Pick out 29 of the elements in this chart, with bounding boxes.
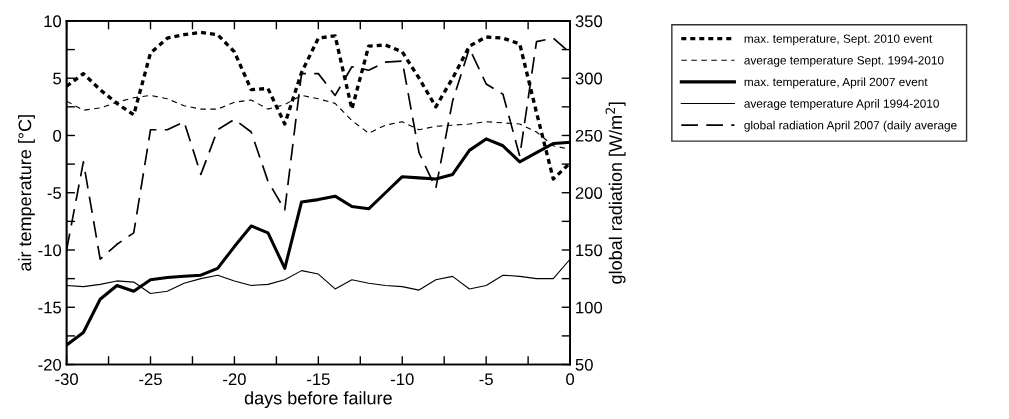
x-tick-label: -5	[479, 373, 493, 386]
y2-tick-label: 200	[575, 187, 603, 199]
x-tick-label: 0	[566, 373, 575, 386]
x-tick-label: -30	[55, 373, 78, 386]
y2-tick-label: 100	[576, 301, 603, 314]
y-tick-label: 5	[53, 72, 62, 85]
legend-label: max. temperature, April 2007 event	[744, 77, 928, 89]
y2-tick-label: 50	[575, 358, 593, 371]
y2-tick-label: 150	[576, 244, 603, 257]
y2-axis-title: global radiation [W/m$^{2}$]	[605, 102, 626, 284]
y2-tick-label: 350	[575, 15, 603, 28]
y2-tick-label: 250	[575, 129, 603, 142]
y-tick-label: 10	[44, 15, 62, 28]
legend-label: global radiation April 2007 (daily average	[744, 120, 957, 132]
legend-label: max. temperature, Sept. 2010 event	[744, 34, 933, 46]
x-axis-title: days before failure	[244, 391, 392, 409]
x-tick-label: -25	[139, 373, 162, 386]
legend-label: average temperature April 1994-2010	[744, 99, 939, 111]
y-axis-title: air temperature [°C]	[18, 115, 35, 271]
x-tick-label: -15	[307, 373, 330, 386]
y-tick-label: -5	[47, 187, 62, 199]
y2-tick-label: 300	[575, 72, 603, 85]
legend-label: average temperature Sept. 1994-2010	[744, 56, 944, 67]
y-tick-label: 0	[53, 129, 62, 142]
x-tick-label: -20	[223, 373, 246, 386]
y-tick-label: -10	[38, 244, 62, 257]
x-tick-label: -10	[390, 373, 414, 386]
y-tick-label: -20	[38, 358, 62, 371]
y-tick-label: -15	[38, 301, 62, 314]
